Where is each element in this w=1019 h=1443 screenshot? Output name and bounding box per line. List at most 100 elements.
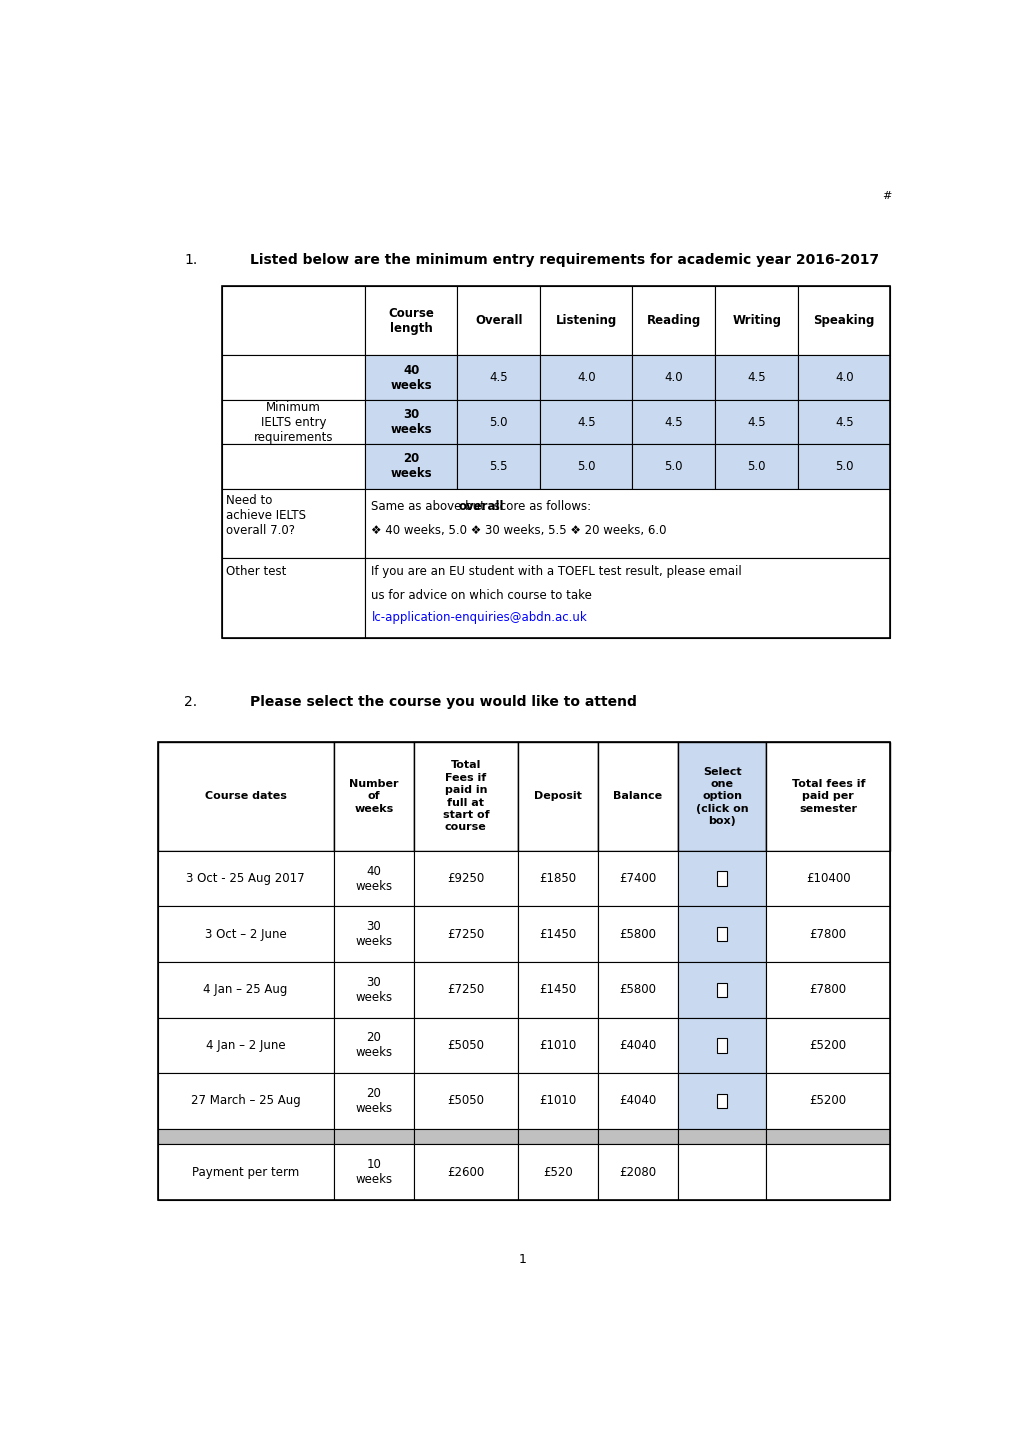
Text: Select
one
option
(click on
box): Select one option (click on box) [695, 766, 748, 827]
Bar [457, 444, 540, 489]
Text: £2600: £2600 [446, 1166, 484, 1179]
Bar [632, 287, 714, 355]
Bar [798, 444, 890, 489]
Bar [365, 355, 457, 400]
Text: £10400: £10400 [805, 872, 850, 885]
Text: 5.5: 5.5 [489, 460, 507, 473]
Text: £1450: £1450 [539, 983, 576, 996]
Bar [414, 1074, 518, 1128]
Text: 40
weeks: 40 weeks [390, 364, 432, 391]
Text: £1450: £1450 [539, 928, 576, 941]
Bar [457, 355, 540, 400]
Text: Other test: Other test [226, 566, 286, 579]
Bar [597, 1074, 678, 1128]
Text: Speaking: Speaking [813, 315, 874, 328]
Bar [597, 1128, 678, 1144]
Text: 2.: 2. [184, 696, 198, 710]
Text: us for advice on which course to take: us for advice on which course to take [371, 589, 592, 602]
Bar [765, 1074, 890, 1128]
Text: 5.0: 5.0 [489, 416, 507, 429]
Bar [632, 444, 714, 489]
Text: £4040: £4040 [619, 1094, 656, 1107]
Text: £5200: £5200 [809, 1039, 846, 1052]
Bar [414, 851, 518, 906]
Bar [765, 906, 890, 962]
Text: Payment per term: Payment per term [192, 1166, 299, 1179]
Bar [157, 1144, 333, 1199]
Bar [597, 851, 678, 906]
Bar [157, 742, 890, 1199]
Bar [365, 489, 890, 557]
Bar [716, 1094, 727, 1108]
Text: £7800: £7800 [809, 983, 846, 996]
Bar [714, 444, 798, 489]
Text: £5800: £5800 [619, 928, 656, 941]
Text: 4.0: 4.0 [577, 371, 595, 384]
Bar [333, 851, 414, 906]
Text: Course dates: Course dates [205, 792, 286, 801]
Text: 4.5: 4.5 [663, 416, 683, 429]
Bar [678, 1074, 765, 1128]
Bar [518, 1144, 597, 1199]
Bar [333, 742, 414, 851]
Bar [333, 1017, 414, 1074]
Bar [716, 926, 727, 941]
Bar [678, 1017, 765, 1074]
Bar [365, 400, 457, 444]
Bar [518, 1128, 597, 1144]
Bar [765, 962, 890, 1017]
Text: £5050: £5050 [447, 1094, 484, 1107]
Bar [414, 962, 518, 1017]
Text: 5.0: 5.0 [664, 460, 683, 473]
Text: £9250: £9250 [446, 872, 484, 885]
Bar [716, 872, 727, 886]
Bar [714, 287, 798, 355]
Bar [518, 906, 597, 962]
Text: Reading: Reading [646, 315, 700, 328]
Text: £520: £520 [542, 1166, 573, 1179]
Bar [597, 962, 678, 1017]
Text: Deposit: Deposit [534, 792, 582, 801]
Bar [365, 444, 457, 489]
Bar [597, 906, 678, 962]
Bar [333, 1128, 414, 1144]
Text: 4 Jan – 25 Aug: 4 Jan – 25 Aug [203, 983, 287, 996]
Bar [222, 557, 365, 638]
Text: £7250: £7250 [446, 928, 484, 941]
Text: 5.0: 5.0 [835, 460, 853, 473]
Text: £5800: £5800 [619, 983, 656, 996]
Bar [222, 287, 365, 355]
Text: ❖ 40 weeks, 5.0 ❖ 30 weeks, 5.5 ❖ 20 weeks, 6.0: ❖ 40 weeks, 5.0 ❖ 30 weeks, 5.5 ❖ 20 wee… [371, 524, 666, 537]
Text: Same as above but: Same as above but [371, 499, 489, 512]
Text: £7400: £7400 [619, 872, 656, 885]
Bar [157, 1017, 333, 1074]
Text: 4.0: 4.0 [835, 371, 853, 384]
Bar [765, 851, 890, 906]
Bar [518, 851, 597, 906]
Bar [597, 1144, 678, 1199]
Text: 27 March – 25 Aug: 27 March – 25 Aug [191, 1094, 301, 1107]
Text: 4.5: 4.5 [489, 371, 507, 384]
Bar [678, 742, 765, 851]
Bar [678, 1128, 765, 1144]
Text: If you are an EU student with a TOEFL test result, please email: If you are an EU student with a TOEFL te… [371, 566, 742, 579]
Bar [678, 1144, 765, 1199]
Text: 4.5: 4.5 [747, 416, 765, 429]
Bar [540, 287, 632, 355]
Bar [798, 287, 890, 355]
Bar [157, 906, 333, 962]
Text: 4.5: 4.5 [577, 416, 595, 429]
Text: 40
weeks: 40 weeks [355, 864, 392, 893]
Text: 5.0: 5.0 [577, 460, 595, 473]
Bar [765, 742, 890, 851]
Bar [540, 355, 632, 400]
Text: 30
weeks: 30 weeks [355, 921, 392, 948]
Text: lc-application-enquiries@abdn.ac.uk: lc-application-enquiries@abdn.ac.uk [371, 610, 587, 623]
Bar [678, 962, 765, 1017]
Text: #: # [881, 190, 891, 201]
Bar [597, 742, 678, 851]
Bar [765, 1144, 890, 1199]
Text: 20
weeks: 20 weeks [390, 453, 432, 481]
Text: 20
weeks: 20 weeks [355, 1032, 392, 1059]
Text: £7800: £7800 [809, 928, 846, 941]
